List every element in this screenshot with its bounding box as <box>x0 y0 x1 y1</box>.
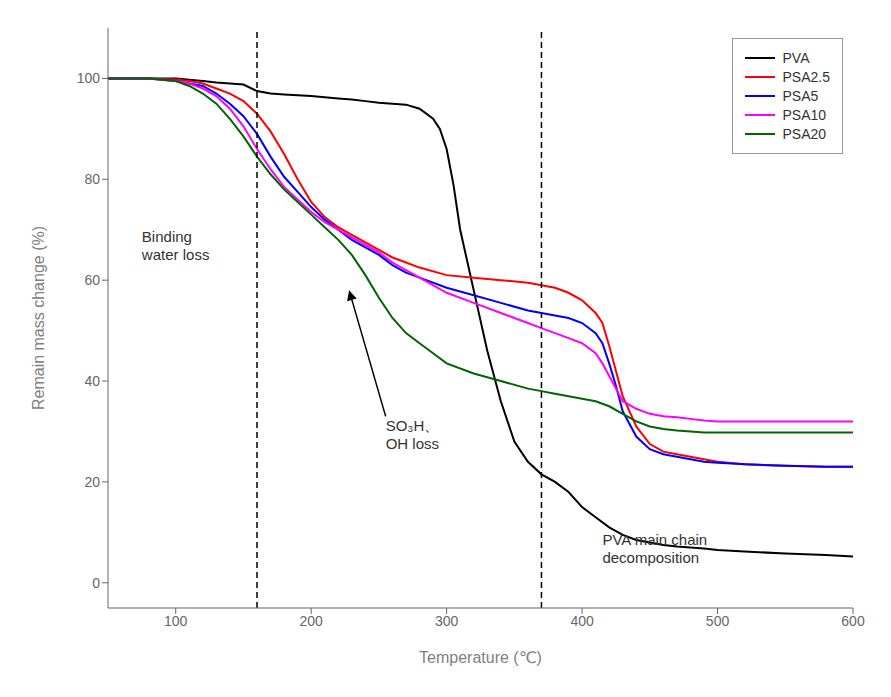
svg-text:0: 0 <box>92 575 100 591</box>
svg-text:40: 40 <box>84 373 100 389</box>
svg-text:20: 20 <box>84 474 100 490</box>
html-text:PSA20: PSA20 <box>782 126 827 142</box>
svg-text:500: 500 <box>706 613 730 629</box>
html-text:PSA2.5: PSA2.5 <box>782 69 830 85</box>
svg-text:Temperature (℃): Temperature (℃) <box>419 649 542 666</box>
svg-text:100: 100 <box>164 613 188 629</box>
svg-text:Bindingwater loss: Bindingwater loss <box>141 227 210 262</box>
svg-text:200: 200 <box>300 613 324 629</box>
svg-text:80: 80 <box>84 171 100 187</box>
html-text:PSA10: PSA10 <box>782 107 827 123</box>
svg-text:600: 600 <box>841 613 865 629</box>
html-text:PSA5: PSA5 <box>782 88 819 104</box>
svg-text:60: 60 <box>84 272 100 288</box>
html-text:PVA: PVA <box>782 50 810 66</box>
svg-text:400: 400 <box>570 613 594 629</box>
svg-text:100: 100 <box>77 70 101 86</box>
svg-text:PVA main chaindecomposition: PVA main chaindecomposition <box>602 531 707 566</box>
svg-text:300: 300 <box>435 613 459 629</box>
svg-text:SO₃H、OH loss: SO₃H、OH loss <box>386 418 440 453</box>
svg-text:Remain mass change (%): Remain mass change (%) <box>30 226 47 410</box>
